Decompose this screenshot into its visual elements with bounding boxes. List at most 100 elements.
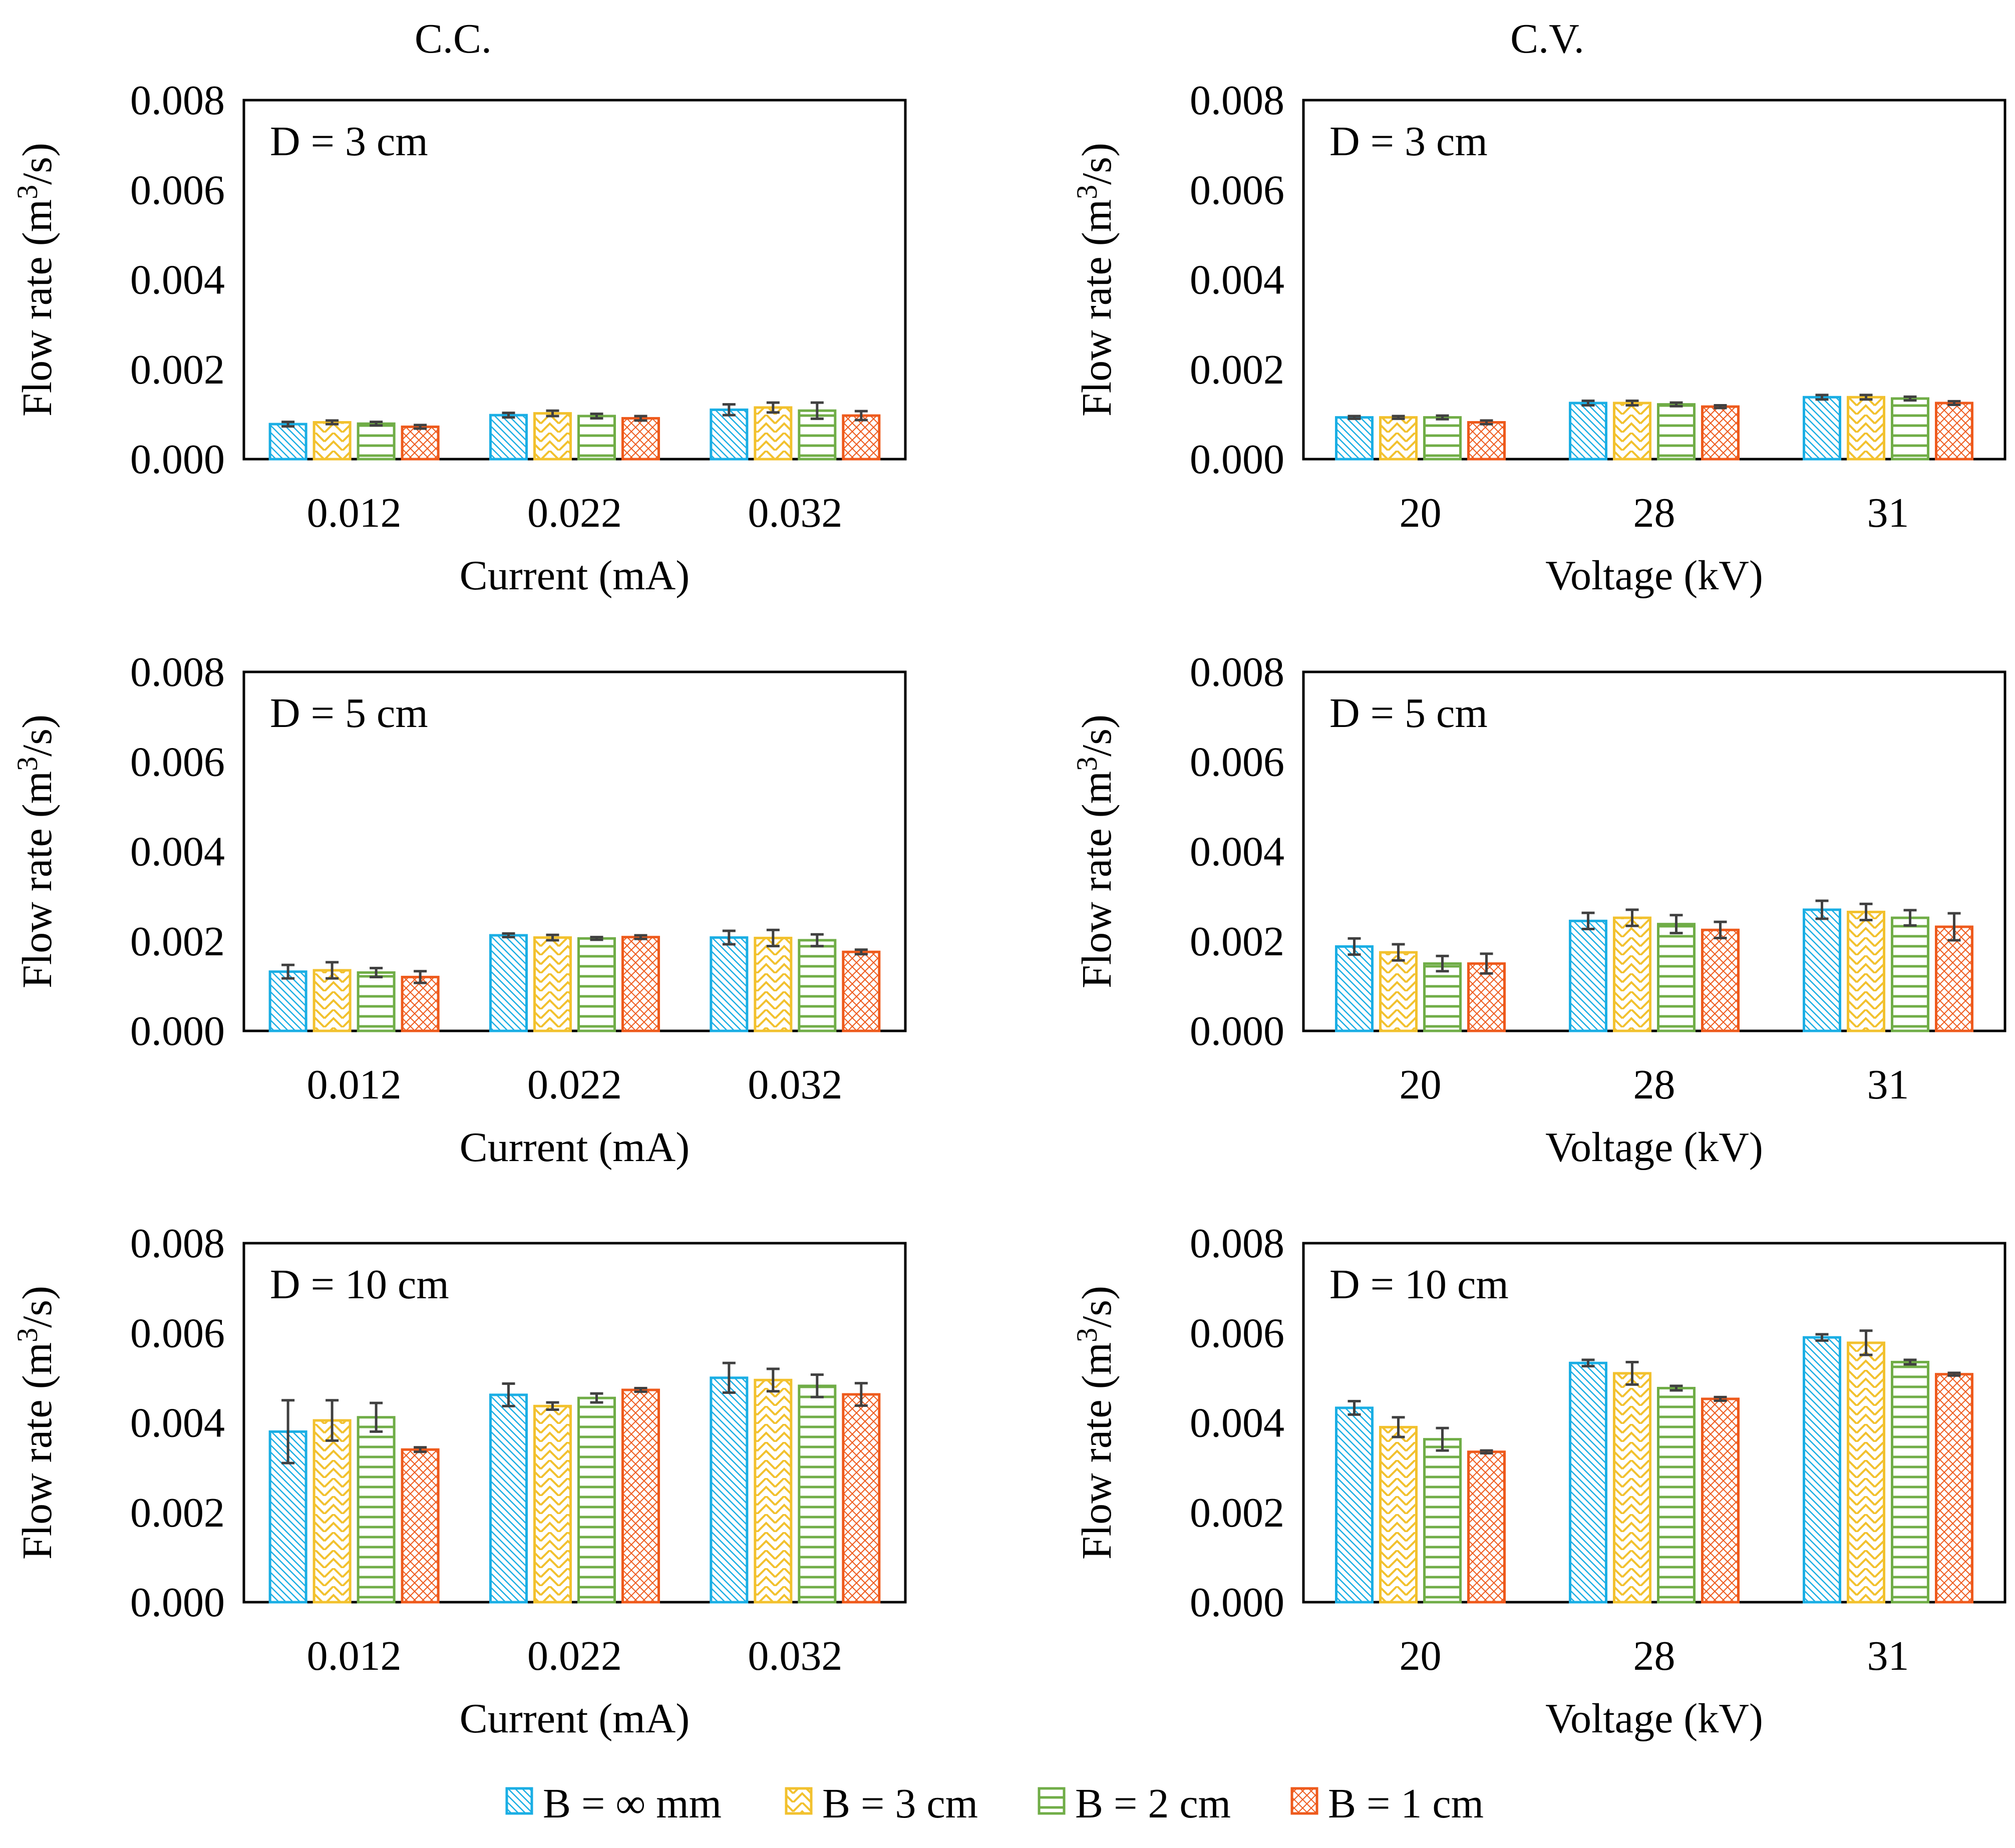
error-bar: [1348, 937, 1361, 956]
bar: [1701, 405, 1740, 461]
error-bar: [414, 1446, 427, 1453]
error-bar: [1815, 1333, 1829, 1342]
y-tick-label: 0.008: [130, 1220, 225, 1267]
error-bar: [1947, 400, 1961, 407]
bar: [754, 406, 793, 461]
y-tick-label: 0.000: [1190, 1008, 1284, 1054]
x-tick-label: 0.022: [527, 1061, 622, 1108]
error-bar: [590, 412, 603, 420]
bar: [401, 1448, 440, 1604]
plot-frame: [242, 1242, 907, 1604]
error-bar: [1669, 1384, 1683, 1392]
error-bar: [1815, 394, 1829, 401]
y-tick-label: 0.006: [1190, 738, 1284, 785]
x-tick-label: 0.022: [527, 1633, 622, 1679]
bar: [357, 422, 396, 461]
y-tick-label: 0.006: [130, 167, 225, 213]
error-bar: [1947, 912, 1961, 942]
x-tick-label: 20: [1400, 1633, 1442, 1679]
x-tick-label: 0.032: [748, 1633, 842, 1679]
error-bar: [546, 933, 559, 942]
y-tick-label: 0.002: [1190, 918, 1284, 965]
bar: [754, 1378, 793, 1604]
error-bar: [281, 1399, 295, 1464]
y-tick-label: 0.008: [1190, 649, 1284, 695]
bar: [1657, 403, 1696, 461]
y-axis-title: Flow rate (m3/s): [11, 143, 61, 417]
bar: [754, 936, 793, 1032]
panel-label: D = 5 cm: [1329, 690, 1488, 736]
legend-swatch: [1290, 1787, 1318, 1815]
plot-frame: [1302, 1242, 2006, 1604]
error-bar: [1348, 415, 1361, 420]
bar: [1423, 416, 1462, 461]
bar: [1467, 1450, 1506, 1604]
error-bar: [810, 401, 824, 420]
error-bar: [1947, 1371, 1961, 1377]
bar: [1847, 910, 1885, 1032]
error-bar: [502, 1382, 515, 1407]
error-bar: [1714, 404, 1727, 410]
bar: [577, 415, 616, 461]
x-tick-label: 0.012: [307, 1633, 402, 1679]
error-bar: [1581, 911, 1595, 931]
error-bar: [1859, 1329, 1873, 1356]
bar: [1935, 925, 1973, 1032]
bar: [798, 939, 837, 1032]
bar: [1613, 402, 1651, 461]
error-bar: [325, 419, 339, 426]
legend-label: B = 1 cm: [1328, 1780, 1484, 1827]
x-tick-label: 0.012: [307, 1061, 402, 1108]
bar: [1423, 962, 1462, 1032]
error-bar: [1480, 419, 1493, 426]
error-bar: [1859, 394, 1873, 401]
y-tick-label: 0.006: [130, 1310, 225, 1356]
panel-3: 0.000 0.002 0.004 0.006 0.008 Flow rate (m3/s…: [11, 649, 907, 1171]
panel-5: 0.000 0.002 0.004 0.006 0.008 Flow rate (m3/s…: [11, 1220, 907, 1742]
y-tick-label: 0.002: [1190, 346, 1284, 393]
x-tick-label: 20: [1400, 1061, 1442, 1108]
y-tick-label: 0.000: [130, 436, 225, 483]
panel-label: D = 10 cm: [270, 1261, 449, 1308]
error-bar: [281, 421, 295, 428]
x-axis-title: Current (mA): [460, 1695, 690, 1742]
error-bar: [634, 415, 647, 422]
error-bar: [810, 1373, 824, 1398]
bar: [312, 421, 352, 461]
bar: [1379, 416, 1418, 461]
error-bar: [546, 1401, 559, 1411]
y-tick-label: 0.000: [130, 1579, 225, 1626]
y-tick-label: 0.006: [130, 738, 225, 785]
y-axis-title: Flow rate (m3/s): [1071, 714, 1120, 988]
bar: [1891, 1361, 1929, 1604]
y-tick-label: 0.008: [1190, 77, 1284, 124]
error-bar: [1669, 401, 1683, 408]
x-axis-title: Voltage (kV): [1545, 1124, 1763, 1171]
bar: [401, 425, 440, 461]
bar: [710, 1376, 749, 1604]
error-bar: [1903, 909, 1917, 927]
error-bar: [370, 1401, 383, 1433]
bar: [621, 1388, 660, 1604]
error-bar: [414, 970, 427, 984]
bar: [268, 423, 307, 461]
bar: [312, 1419, 352, 1604]
error-bar: [1859, 902, 1873, 922]
panel-1: 0.000 0.002 0.004 0.006 0.008 Flow rate (m3/s…: [11, 77, 907, 599]
legend-item: B = 1 cm: [1290, 1780, 1484, 1827]
y-tick-label: 0.008: [130, 649, 225, 695]
error-bar: [370, 967, 383, 978]
bar: [1935, 402, 1973, 461]
error-bar: [1392, 415, 1405, 420]
bar: [533, 936, 572, 1032]
error-bar: [1714, 920, 1727, 939]
error-bar: [1625, 1361, 1639, 1386]
bar: [1569, 402, 1607, 461]
y-tick-label: 0.004: [130, 829, 225, 875]
column-title-cc: C.C.: [415, 16, 492, 62]
bar: [577, 1396, 616, 1604]
x-tick-label: 28: [1633, 1061, 1675, 1108]
error-bar: [325, 1399, 339, 1442]
x-axis-title: Voltage (kV): [1545, 1695, 1763, 1742]
